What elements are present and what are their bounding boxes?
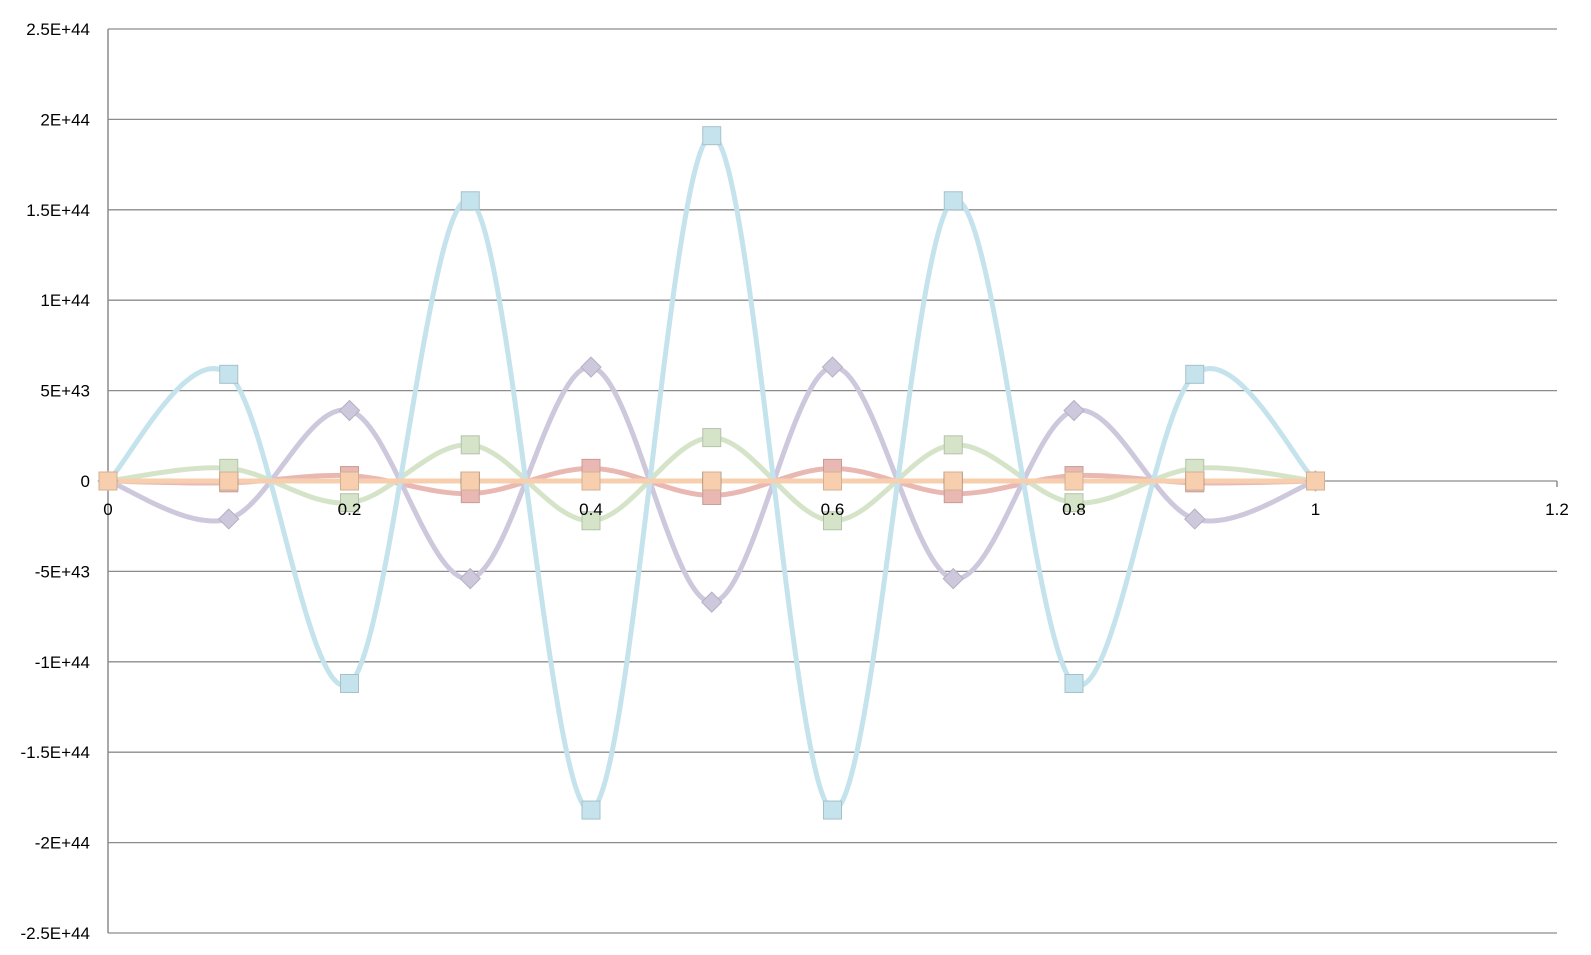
y-tick-label: 0	[81, 472, 90, 491]
data-point-square	[823, 471, 842, 491]
data-point-diamond	[218, 508, 240, 530]
data-point-diamond	[701, 591, 723, 613]
data-point-diamond	[821, 356, 844, 378]
data-point-square	[219, 471, 239, 491]
y-tick-label: -1.5E+44	[21, 743, 90, 762]
y-tick-label: 5E+43	[40, 382, 90, 401]
data-point-diamond	[459, 567, 481, 590]
y-tick-label: -1E+44	[35, 653, 90, 672]
data-point-square	[1064, 493, 1084, 513]
x-tick-label: 1	[1311, 500, 1320, 519]
data-point-square	[1306, 471, 1325, 491]
data-point-square	[98, 471, 118, 491]
data-point-square	[460, 191, 480, 211]
series-markers	[97, 126, 1327, 820]
y-tick-label: 2E+44	[40, 110, 90, 129]
x-tick-label: 0	[103, 500, 112, 519]
x-tick-label: 1.2	[1545, 500, 1569, 519]
data-point-diamond	[1184, 508, 1206, 530]
x-tick-label: 0.2	[338, 500, 362, 519]
y-tick-label: 1.5E+44	[26, 201, 90, 220]
data-point-square	[581, 800, 601, 820]
tick-labels: 2.5E+44 2E+44 1.5E+44 1E+44 5E+43 0 -5E+43 -1E+…	[21, 20, 1569, 943]
data-point-square	[1185, 364, 1205, 384]
data-point-diamond	[338, 399, 361, 422]
data-point-square	[581, 471, 601, 491]
data-point-square	[460, 471, 480, 491]
data-point-square	[702, 126, 722, 146]
data-point-diamond	[942, 567, 964, 590]
y-tick-label: -2.5E+44	[21, 924, 90, 943]
data-point-square	[340, 493, 359, 513]
data-point-square	[340, 673, 359, 693]
data-point-square	[581, 511, 601, 531]
x-tick-label: 0.4	[579, 500, 603, 519]
data-point-square	[702, 428, 722, 448]
y-tick-label: 1E+44	[40, 291, 90, 310]
data-point-square	[1064, 471, 1084, 491]
data-point-diamond	[580, 356, 602, 378]
data-point-diamond	[1063, 399, 1085, 422]
data-point-square	[1064, 673, 1084, 693]
x-tick-label: 0.8	[1062, 500, 1086, 519]
data-point-square	[1185, 471, 1205, 491]
data-point-square	[823, 800, 842, 820]
data-point-square	[702, 471, 722, 491]
data-point-square	[219, 364, 239, 384]
data-point-square	[943, 191, 963, 211]
data-point-square	[823, 511, 842, 531]
data-point-square	[460, 435, 480, 455]
data-point-square	[340, 471, 359, 491]
y-tick-label: 2.5E+44	[26, 20, 90, 39]
data-point-square	[943, 471, 963, 491]
x-tick-label: 0.6	[821, 500, 845, 519]
y-tick-label: -5E+43	[35, 562, 90, 581]
y-tick-label: -2E+44	[35, 834, 90, 853]
data-point-square	[943, 435, 963, 455]
